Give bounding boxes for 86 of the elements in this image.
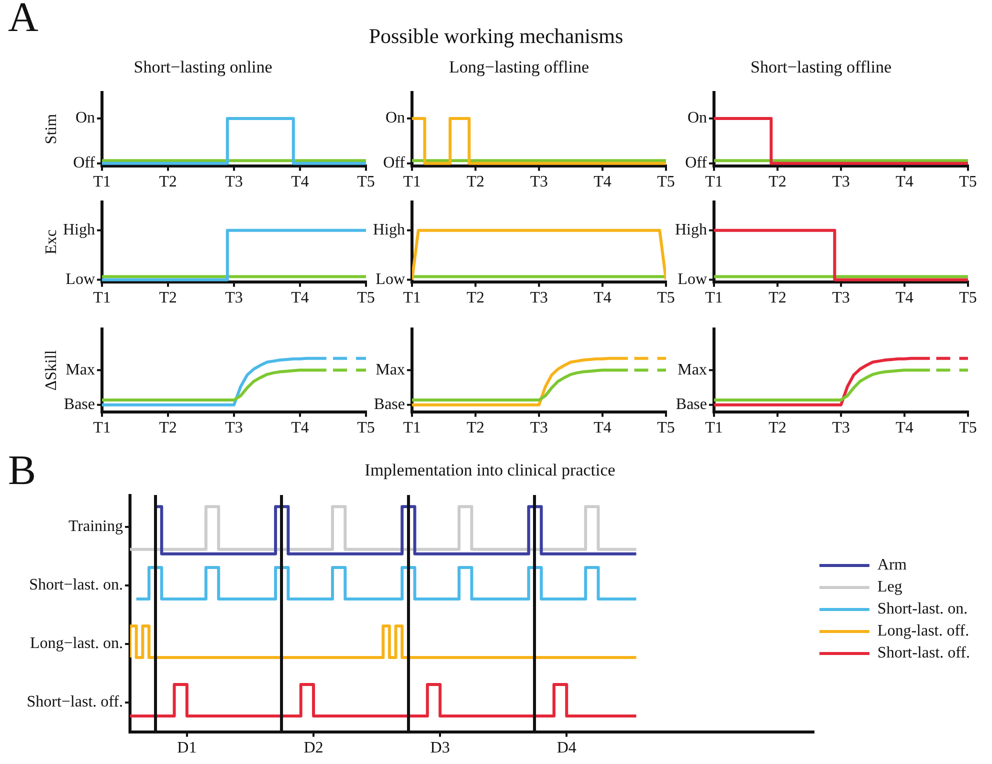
x-tick-label: T5 <box>959 174 977 191</box>
text: On <box>385 110 405 127</box>
x-tick-label: T2 <box>768 420 786 437</box>
text: Base <box>64 396 95 414</box>
x-tick-label: T3 <box>530 174 548 191</box>
x-tick-label: T4 <box>291 174 309 191</box>
text: Off <box>383 154 406 172</box>
x-tick-label: T4 <box>594 290 612 307</box>
x-tick-label: T5 <box>357 290 375 307</box>
x-tick-label: T1 <box>93 420 111 437</box>
x-tick-label: T1 <box>93 174 111 191</box>
x-tick-label: T3 <box>530 420 548 437</box>
x-tick-label: T3 <box>530 290 548 307</box>
x-tick-label: T2 <box>768 174 786 191</box>
x-tick-label: T5 <box>657 420 675 437</box>
x-tick-label: D3 <box>430 740 450 757</box>
x-tick-label: T2 <box>466 174 484 191</box>
legend-label: Short-last. off. <box>877 644 970 662</box>
text: Training <box>68 518 123 536</box>
text: Low <box>678 270 708 288</box>
x-tick-label: T5 <box>657 174 675 191</box>
y-axis-title: Exc <box>42 229 60 254</box>
x-tick-label: T1 <box>403 290 421 307</box>
text: Off <box>73 154 96 172</box>
legend-label: Leg <box>877 578 902 596</box>
x-tick-label: T2 <box>466 420 484 437</box>
x-tick-label: T2 <box>159 420 177 437</box>
x-tick-label: T3 <box>225 420 243 437</box>
legend-label: Long-last. off. <box>877 622 970 640</box>
x-tick-label: T5 <box>959 290 977 307</box>
text: High <box>63 222 95 239</box>
x-tick-label: T5 <box>657 290 675 307</box>
x-tick-label: T4 <box>291 290 309 307</box>
x-tick-label: T4 <box>896 420 914 437</box>
chart-title: Short−lasting offline <box>750 58 892 77</box>
text: Low <box>66 270 96 288</box>
text: High <box>373 222 405 239</box>
text: Max <box>66 361 95 378</box>
y-axis-title: ΔSkill <box>42 350 60 391</box>
text: Base <box>374 396 405 414</box>
x-tick-label: T3 <box>225 174 243 191</box>
x-tick-label: D1 <box>177 740 197 757</box>
x-tick-label: T5 <box>357 174 375 191</box>
chart-title: Implementation into clinical practice <box>364 460 616 480</box>
x-tick-label: T4 <box>594 420 612 437</box>
x-tick-label: T1 <box>403 174 421 191</box>
x-tick-label: D4 <box>556 740 576 757</box>
x-tick-label: T4 <box>896 290 914 307</box>
x-tick-label: T5 <box>357 420 375 437</box>
text: On <box>687 110 707 127</box>
x-tick-label: T3 <box>832 290 850 307</box>
text: Low <box>376 270 406 288</box>
x-tick-label: T1 <box>705 290 723 307</box>
text: Short−last. off. <box>26 694 123 711</box>
chart-title: Short−lasting online <box>134 58 272 77</box>
text: Long−last. on. <box>30 635 123 652</box>
text: Short−last. on. <box>29 576 123 594</box>
x-tick-label: T2 <box>159 290 177 307</box>
y-axis-title: Stim <box>42 113 60 144</box>
x-tick-label: D2 <box>304 740 324 757</box>
x-tick-label: T3 <box>832 174 850 191</box>
x-tick-label: T5 <box>959 420 977 437</box>
x-tick-label: T1 <box>403 420 421 437</box>
legend-label: Short-last. on. <box>877 600 968 618</box>
x-tick-label: T1 <box>93 290 111 307</box>
x-tick-label: T2 <box>768 290 786 307</box>
text: B <box>8 447 36 495</box>
text: On <box>75 110 95 127</box>
x-tick-label: T4 <box>594 174 612 191</box>
x-tick-label: T2 <box>466 290 484 307</box>
text: A <box>8 0 38 42</box>
text: Base <box>676 396 707 414</box>
text: Off <box>685 154 708 172</box>
text: High <box>675 222 707 239</box>
text: Max <box>678 361 707 378</box>
x-tick-label: T3 <box>225 290 243 307</box>
legend-label: Arm <box>877 556 908 574</box>
x-tick-label: T1 <box>705 174 723 191</box>
x-tick-label: T3 <box>832 420 850 437</box>
x-tick-label: T2 <box>159 174 177 191</box>
text: Possible working mechanisms <box>368 24 624 48</box>
x-tick-label: T4 <box>896 174 914 191</box>
chart-title: Long−lasting offline <box>448 58 590 77</box>
text: Max <box>376 361 405 378</box>
x-tick-label: T4 <box>291 420 309 437</box>
x-tick-label: T1 <box>705 420 723 437</box>
